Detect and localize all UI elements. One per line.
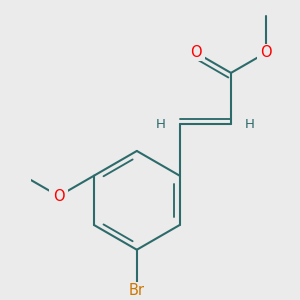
Bar: [257, 44, 276, 61]
Bar: [242, 117, 257, 131]
Bar: [186, 44, 205, 61]
Text: Br: Br: [129, 283, 145, 298]
Text: H: H: [156, 118, 166, 131]
Text: O: O: [53, 189, 64, 204]
Bar: [124, 282, 149, 299]
Bar: [154, 117, 168, 131]
Bar: [50, 188, 68, 204]
Text: O: O: [260, 45, 272, 60]
Text: O: O: [190, 45, 201, 60]
Text: H: H: [244, 118, 254, 131]
